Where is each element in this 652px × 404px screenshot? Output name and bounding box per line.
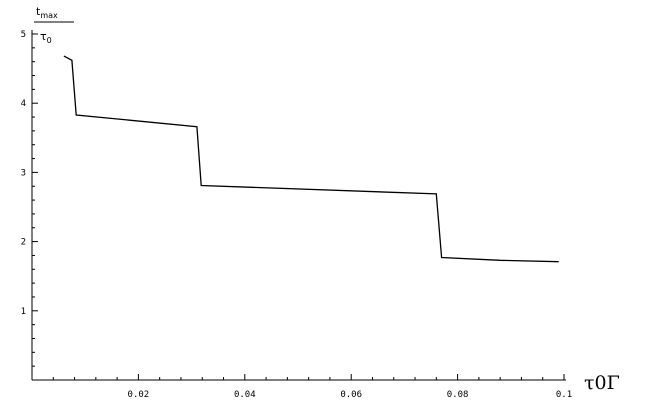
- x-tick-label: 0.06: [340, 390, 362, 400]
- x-axis-title: τ0Γ: [584, 372, 620, 394]
- ticks: 1 2 3 4 5 0.02 0.04 0.06 0.08 0.1: [21, 30, 573, 400]
- x-tick-label: 0.1: [556, 390, 572, 400]
- y-axis-title-denominator: τ0: [40, 30, 52, 45]
- axes: [31, 30, 566, 381]
- y-tick-label: 3: [21, 168, 26, 178]
- series-line: [63, 55, 559, 263]
- series-group: [63, 55, 559, 263]
- y-tick-label: 1: [21, 307, 26, 317]
- y-axis-title: tmax τ0: [34, 5, 74, 45]
- y-tick-label: 2: [21, 238, 26, 248]
- y-axis-title-numerator: tmax: [36, 5, 58, 20]
- x-tick-label: 0.02: [128, 390, 150, 400]
- y-tick-label: 4: [21, 99, 26, 109]
- x-tick-label: 0.08: [447, 390, 469, 400]
- y-tick-label: 5: [21, 30, 26, 40]
- x-tick-label: 0.04: [234, 390, 256, 400]
